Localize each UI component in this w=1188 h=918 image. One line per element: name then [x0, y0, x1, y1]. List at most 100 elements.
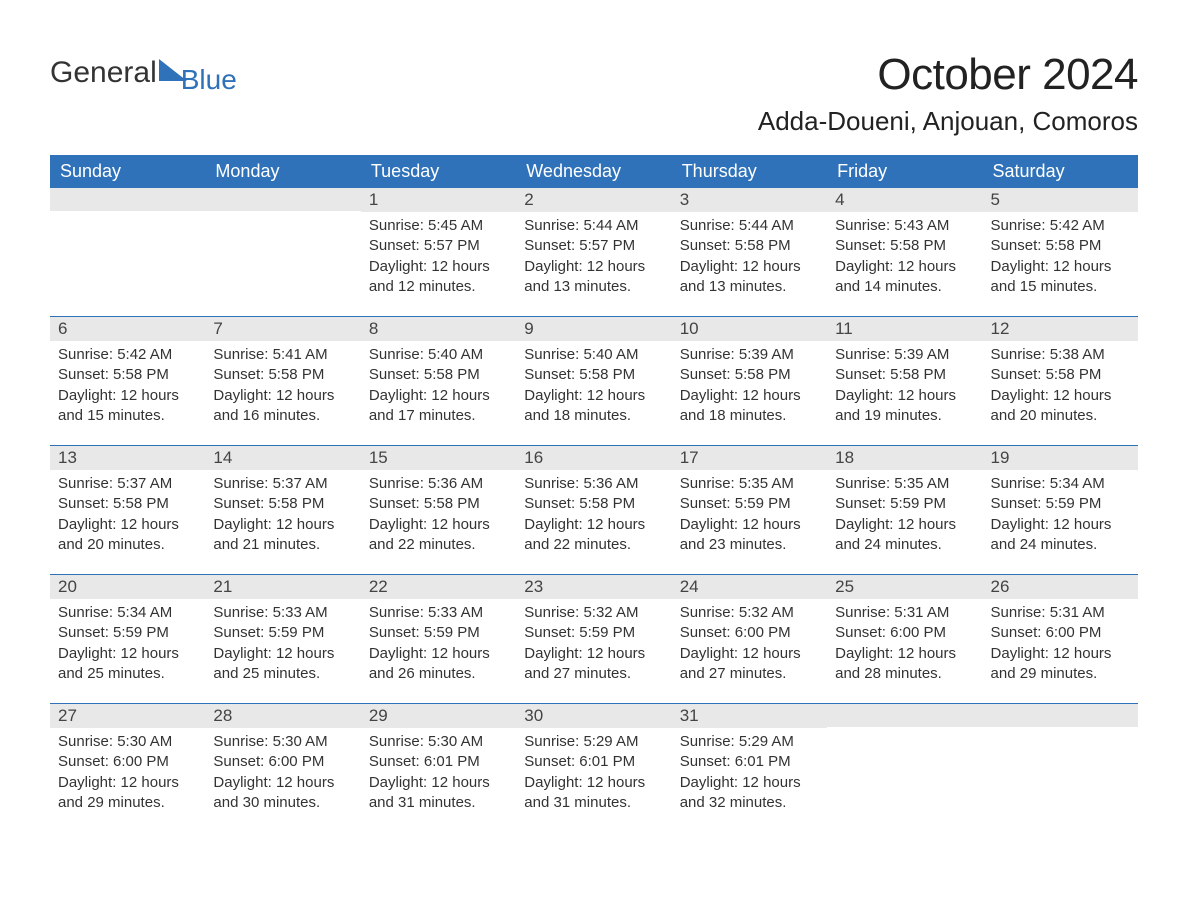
- brand-text-2: Blue: [181, 64, 237, 96]
- day-daylight1: Daylight: 12 hours: [58, 644, 197, 664]
- day-daylight2: and 12 minutes.: [369, 277, 508, 297]
- day-daylight1: Daylight: 12 hours: [58, 386, 197, 406]
- day-daylight1: Daylight: 12 hours: [680, 644, 819, 664]
- day-daylight1: Daylight: 12 hours: [213, 515, 352, 535]
- day-number: 25: [827, 575, 982, 599]
- day-cell: 5Sunrise: 5:42 AMSunset: 5:58 PMDaylight…: [983, 188, 1138, 316]
- day-daylight2: and 18 minutes.: [524, 406, 663, 426]
- day-body: Sunrise: 5:34 AMSunset: 5:59 PMDaylight:…: [983, 470, 1138, 559]
- day-daylight2: and 29 minutes.: [58, 793, 197, 813]
- brand-logo: General Blue: [50, 50, 237, 96]
- day-sunrise: Sunrise: 5:32 AM: [680, 603, 819, 623]
- day-daylight2: and 21 minutes.: [213, 535, 352, 555]
- day-sunrise: Sunrise: 5:30 AM: [369, 732, 508, 752]
- title-block: October 2024 Adda-Doueni, Anjouan, Comor…: [758, 50, 1138, 151]
- day-body: Sunrise: 5:43 AMSunset: 5:58 PMDaylight:…: [827, 212, 982, 301]
- day-body: [205, 211, 360, 219]
- day-daylight1: Daylight: 12 hours: [524, 386, 663, 406]
- day-cell: 18Sunrise: 5:35 AMSunset: 5:59 PMDayligh…: [827, 446, 982, 574]
- day-cell: 23Sunrise: 5:32 AMSunset: 5:59 PMDayligh…: [516, 575, 671, 703]
- day-sunrise: Sunrise: 5:31 AM: [835, 603, 974, 623]
- day-sunset: Sunset: 6:01 PM: [369, 752, 508, 772]
- day-body: Sunrise: 5:45 AMSunset: 5:57 PMDaylight:…: [361, 212, 516, 301]
- day-daylight1: Daylight: 12 hours: [680, 257, 819, 277]
- day-sunset: Sunset: 5:58 PM: [991, 365, 1130, 385]
- week-row: 27Sunrise: 5:30 AMSunset: 6:00 PMDayligh…: [50, 703, 1138, 832]
- day-daylight1: Daylight: 12 hours: [369, 386, 508, 406]
- day-number: 2: [516, 188, 671, 212]
- day-daylight2: and 22 minutes.: [369, 535, 508, 555]
- brand-text-1: General: [50, 56, 157, 90]
- day-sunrise: Sunrise: 5:37 AM: [58, 474, 197, 494]
- day-sunrise: Sunrise: 5:32 AM: [524, 603, 663, 623]
- day-body: Sunrise: 5:44 AMSunset: 5:57 PMDaylight:…: [516, 212, 671, 301]
- day-cell: 4Sunrise: 5:43 AMSunset: 5:58 PMDaylight…: [827, 188, 982, 316]
- day-daylight2: and 13 minutes.: [524, 277, 663, 297]
- day-sunset: Sunset: 5:59 PM: [680, 494, 819, 514]
- day-sunrise: Sunrise: 5:39 AM: [835, 345, 974, 365]
- day-number: 15: [361, 446, 516, 470]
- day-sunrise: Sunrise: 5:33 AM: [213, 603, 352, 623]
- day-daylight1: Daylight: 12 hours: [835, 257, 974, 277]
- day-sunrise: Sunrise: 5:34 AM: [58, 603, 197, 623]
- day-daylight1: Daylight: 12 hours: [835, 515, 974, 535]
- location-subtitle: Adda-Doueni, Anjouan, Comoros: [758, 106, 1138, 137]
- weekday-label: Saturday: [983, 155, 1138, 188]
- day-number: [983, 704, 1138, 727]
- day-body: [827, 727, 982, 735]
- day-sunrise: Sunrise: 5:36 AM: [369, 474, 508, 494]
- weekday-label: Thursday: [672, 155, 827, 188]
- day-number: 22: [361, 575, 516, 599]
- day-sunset: Sunset: 5:58 PM: [213, 494, 352, 514]
- day-sunset: Sunset: 5:58 PM: [835, 365, 974, 385]
- day-daylight2: and 23 minutes.: [680, 535, 819, 555]
- day-cell: 27Sunrise: 5:30 AMSunset: 6:00 PMDayligh…: [50, 704, 205, 832]
- weekday-label: Monday: [205, 155, 360, 188]
- day-daylight2: and 29 minutes.: [991, 664, 1130, 684]
- day-cell: 12Sunrise: 5:38 AMSunset: 5:58 PMDayligh…: [983, 317, 1138, 445]
- day-number: 23: [516, 575, 671, 599]
- day-sunrise: Sunrise: 5:35 AM: [835, 474, 974, 494]
- day-sunset: Sunset: 6:00 PM: [835, 623, 974, 643]
- day-daylight1: Daylight: 12 hours: [524, 773, 663, 793]
- day-daylight1: Daylight: 12 hours: [524, 257, 663, 277]
- day-body: Sunrise: 5:33 AMSunset: 5:59 PMDaylight:…: [205, 599, 360, 688]
- day-daylight2: and 13 minutes.: [680, 277, 819, 297]
- day-body: Sunrise: 5:39 AMSunset: 5:58 PMDaylight:…: [827, 341, 982, 430]
- day-cell: [983, 704, 1138, 832]
- day-body: Sunrise: 5:37 AMSunset: 5:58 PMDaylight:…: [50, 470, 205, 559]
- day-body: Sunrise: 5:34 AMSunset: 5:59 PMDaylight:…: [50, 599, 205, 688]
- day-sunrise: Sunrise: 5:29 AM: [680, 732, 819, 752]
- day-daylight1: Daylight: 12 hours: [524, 515, 663, 535]
- day-body: Sunrise: 5:31 AMSunset: 6:00 PMDaylight:…: [983, 599, 1138, 688]
- day-sunrise: Sunrise: 5:44 AM: [680, 216, 819, 236]
- day-number: 19: [983, 446, 1138, 470]
- day-sunrise: Sunrise: 5:41 AM: [213, 345, 352, 365]
- day-daylight2: and 16 minutes.: [213, 406, 352, 426]
- day-daylight2: and 20 minutes.: [991, 406, 1130, 426]
- day-sunset: Sunset: 5:58 PM: [524, 365, 663, 385]
- day-sunset: Sunset: 5:59 PM: [213, 623, 352, 643]
- day-cell: 31Sunrise: 5:29 AMSunset: 6:01 PMDayligh…: [672, 704, 827, 832]
- day-daylight2: and 27 minutes.: [680, 664, 819, 684]
- day-cell: 10Sunrise: 5:39 AMSunset: 5:58 PMDayligh…: [672, 317, 827, 445]
- day-daylight2: and 31 minutes.: [369, 793, 508, 813]
- day-daylight1: Daylight: 12 hours: [58, 773, 197, 793]
- day-sunrise: Sunrise: 5:38 AM: [991, 345, 1130, 365]
- day-sunset: Sunset: 5:59 PM: [835, 494, 974, 514]
- day-sunset: Sunset: 5:58 PM: [991, 236, 1130, 256]
- day-body: Sunrise: 5:30 AMSunset: 6:00 PMDaylight:…: [205, 728, 360, 817]
- day-sunset: Sunset: 6:00 PM: [213, 752, 352, 772]
- day-sunrise: Sunrise: 5:35 AM: [680, 474, 819, 494]
- day-sunset: Sunset: 5:58 PM: [680, 365, 819, 385]
- day-daylight1: Daylight: 12 hours: [58, 515, 197, 535]
- week-row: 6Sunrise: 5:42 AMSunset: 5:58 PMDaylight…: [50, 316, 1138, 445]
- day-number: [205, 188, 360, 211]
- day-sunset: Sunset: 6:01 PM: [524, 752, 663, 772]
- day-daylight1: Daylight: 12 hours: [369, 515, 508, 535]
- day-cell: 30Sunrise: 5:29 AMSunset: 6:01 PMDayligh…: [516, 704, 671, 832]
- day-cell: 15Sunrise: 5:36 AMSunset: 5:58 PMDayligh…: [361, 446, 516, 574]
- day-number: 21: [205, 575, 360, 599]
- day-number: 11: [827, 317, 982, 341]
- day-sunset: Sunset: 5:58 PM: [680, 236, 819, 256]
